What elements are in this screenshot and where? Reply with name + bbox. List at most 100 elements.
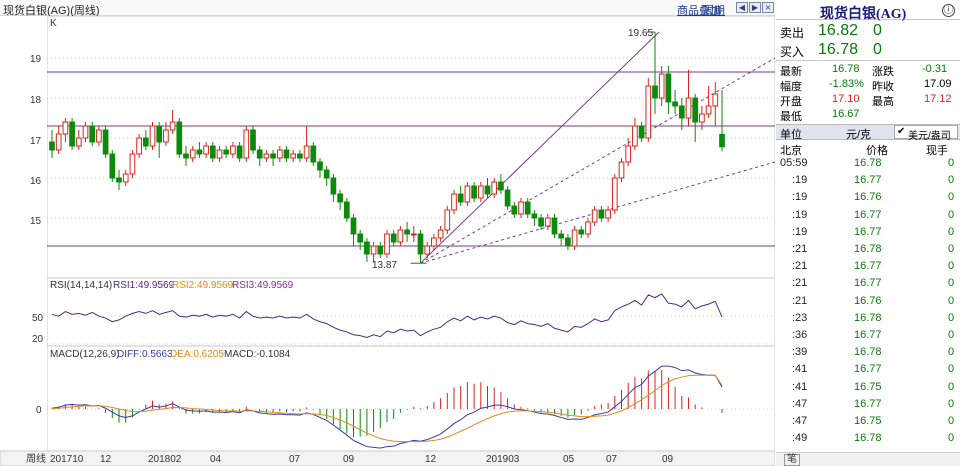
tick-price: 16.76 — [854, 294, 882, 307]
tick-price: 16.75 — [854, 380, 882, 393]
candle-body — [122, 173, 129, 183]
tick-time: :47 — [792, 397, 808, 410]
stat-value: 17.10 — [832, 93, 860, 105]
macd-diff-value: DIFF:0.5663 — [117, 349, 173, 360]
x-axis-bar — [0, 450, 775, 466]
candle-body — [585, 221, 591, 235]
candle-body — [323, 169, 330, 179]
macd-dea-value: DEA:0.6205 — [170, 349, 224, 360]
sell-row: 卖出 16.82 0 — [776, 21, 960, 41]
candle-body — [142, 137, 149, 147]
x-tick-label: 09 — [343, 454, 355, 465]
candle-body — [437, 229, 444, 239]
rsi1-value: RSI1:49.9569 — [113, 280, 175, 291]
horizontal-level-lines — [47, 71, 775, 247]
tick-volume: 0 — [948, 243, 955, 255]
chart-area[interactable]: 现货白银(AG)(周线) 商品叠加 周期 ◀ ▶ × K 19 18 17 16… — [0, 0, 775, 466]
tick-time: :21 — [792, 260, 808, 273]
candle-body — [129, 153, 136, 175]
info-icon[interactable]: ⓘ — [942, 4, 955, 17]
candle-body — [283, 149, 290, 159]
x-tick-label: 12 — [425, 454, 437, 465]
candle-body — [645, 85, 652, 139]
tick-price: 16.78 — [854, 157, 882, 169]
arrow-left-icon[interactable]: ◀ — [736, 2, 748, 13]
candle-body — [544, 217, 551, 227]
tick-time: :41 — [792, 363, 808, 376]
candle-body — [672, 101, 678, 107]
tick-time: :23 — [792, 311, 808, 324]
stat-label: 开盘 — [780, 96, 802, 108]
tick-time: :49 — [792, 432, 808, 445]
candle-body — [699, 113, 705, 123]
y-tick-label: 17 — [30, 136, 42, 147]
y-tick-label: 15 — [30, 216, 42, 227]
unit-option-usd[interactable]: ✔ 美元/盎司 — [894, 125, 958, 142]
candle-body — [518, 201, 524, 215]
candle-body — [343, 201, 350, 219]
stat-label: 最高 — [872, 96, 894, 108]
chart-title-bar: 现货白银(AG)(周线) 商品叠加 周期 ◀ ▶ × — [0, 0, 775, 17]
candle-body — [471, 185, 477, 199]
tick-time: :19 — [792, 208, 808, 221]
x-tick-label: 09 — [662, 454, 674, 465]
candle-body — [136, 137, 142, 155]
tick-price: 16.78 — [854, 311, 882, 324]
tick-volume: 0 — [948, 208, 955, 221]
candle-body — [524, 201, 531, 215]
candle-body — [102, 129, 109, 155]
y-axis-area — [0, 16, 47, 466]
stat-value: -0.31 — [922, 63, 948, 75]
tick-volume: 0 — [948, 277, 955, 290]
stat-value: 17.12 — [924, 93, 952, 105]
candle-body — [457, 193, 464, 203]
rsi-tick-label: 20 — [32, 334, 44, 345]
overlay-commodity-button[interactable]: 商品叠加 — [677, 5, 721, 17]
quote-panel: 现货白银(AG) ⓘ 卖出 16.82 0 买入 16.78 0 最新 16.7… — [776, 0, 960, 466]
sell-volume: 0 — [873, 22, 882, 39]
rsi-title: RSI(14,14,14) — [50, 280, 112, 291]
tick-price: 16.77 — [854, 225, 882, 238]
tick-row: :21 16.77 0 — [776, 259, 960, 275]
candle-body — [605, 209, 611, 219]
candle-body — [163, 129, 169, 143]
tick-volume: 0 — [948, 294, 955, 307]
candle-body — [571, 229, 578, 247]
candle-body — [203, 145, 209, 155]
x-axis-corner-label: 周线 — [26, 452, 46, 465]
candle-body — [223, 149, 230, 155]
tick-time: :21 — [792, 294, 808, 307]
buy-row: 买入 16.78 0 — [776, 40, 960, 60]
tick-time: :39 — [792, 346, 808, 359]
macd-diff-line — [51, 365, 723, 449]
close-icon[interactable]: × — [762, 2, 774, 13]
arrow-right-icon[interactable]: ▶ — [749, 2, 761, 13]
tick-price: 16.77 — [854, 174, 882, 187]
tick-volume: 0 — [948, 174, 955, 187]
trend-line — [420, 161, 775, 264]
check-icon: ✔ — [897, 126, 906, 137]
candle-body — [658, 73, 665, 99]
period-button[interactable]: 周期 — [703, 5, 725, 17]
candle-body — [297, 153, 303, 159]
candle-body — [116, 177, 122, 183]
chart-svg[interactable]: K 19 18 17 16 15 19.65 13.87 RSI(14,14,1… — [0, 16, 775, 466]
macd-plot — [47, 365, 775, 449]
unit-option-yuan[interactable]: 元/克 — [846, 129, 872, 141]
rsi-tick-label: 50 — [32, 313, 44, 324]
tick-price: 16.77 — [854, 363, 882, 376]
candle-body — [665, 73, 672, 103]
main-pane-label: K — [50, 18, 57, 29]
tick-volume: 0 — [948, 397, 955, 410]
macd-histogram-value: MACD:-0.1084 — [224, 349, 291, 360]
candle-body — [290, 153, 297, 159]
tick-mode-button[interactable]: 笔 — [784, 454, 800, 466]
stat-label: 最低 — [780, 111, 802, 123]
candle-body — [337, 193, 343, 203]
candle-body — [444, 209, 451, 231]
stat-value: 16.67 — [832, 108, 860, 120]
candle-body — [243, 129, 250, 159]
tick-time: 05:59 — [780, 157, 808, 169]
candle-body — [719, 133, 725, 148]
candle-body — [156, 125, 163, 143]
